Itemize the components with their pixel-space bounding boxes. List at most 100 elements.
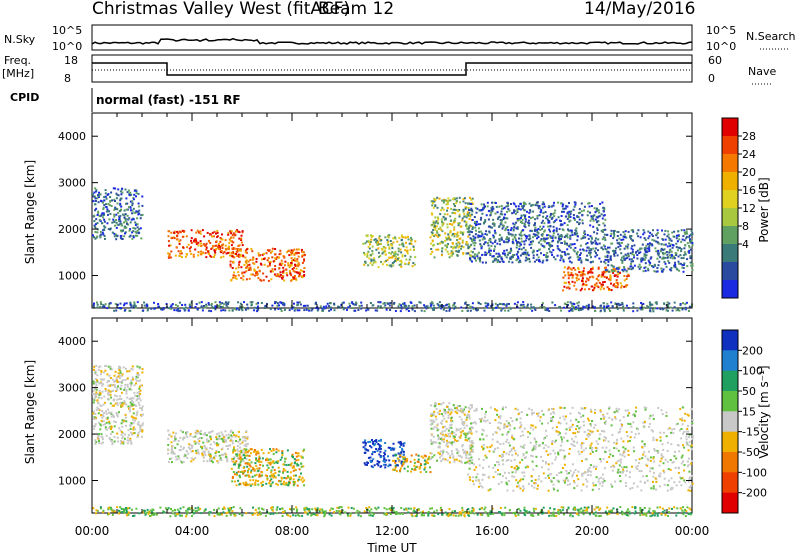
data-cell bbox=[190, 241, 193, 244]
data-cell bbox=[278, 253, 281, 256]
data-cell bbox=[588, 276, 591, 279]
data-cell bbox=[113, 415, 115, 418]
data-cell bbox=[625, 236, 628, 239]
data-cell bbox=[95, 388, 98, 391]
data-cell bbox=[520, 214, 523, 217]
data-cell bbox=[239, 458, 242, 461]
data-cell bbox=[491, 208, 494, 211]
data-cell bbox=[110, 205, 113, 207]
data-cell bbox=[583, 230, 586, 233]
data-cell bbox=[294, 474, 297, 477]
data-cell bbox=[549, 236, 552, 239]
data-cell bbox=[379, 301, 382, 304]
data-cell bbox=[385, 259, 388, 262]
data-cell bbox=[209, 241, 212, 244]
data-cell bbox=[105, 203, 108, 206]
data-cell bbox=[601, 273, 604, 276]
data-cell bbox=[279, 252, 282, 255]
data-cell bbox=[592, 225, 595, 228]
data-cell bbox=[581, 213, 584, 216]
data-cell bbox=[293, 466, 296, 469]
data-cell bbox=[135, 404, 138, 407]
data-cell bbox=[132, 403, 135, 406]
data-cell bbox=[99, 424, 102, 427]
data-cell bbox=[508, 209, 511, 212]
data-cell bbox=[119, 402, 122, 405]
data-cell bbox=[396, 253, 399, 256]
data-cell bbox=[591, 217, 594, 220]
data-cell bbox=[576, 250, 579, 253]
data-cell bbox=[389, 448, 392, 451]
data-cell bbox=[259, 475, 262, 478]
data-cell bbox=[383, 302, 386, 304]
data-cell bbox=[532, 203, 535, 206]
data-cell bbox=[127, 439, 130, 442]
data-cell bbox=[444, 217, 447, 220]
data-cell bbox=[257, 252, 260, 255]
data-cell bbox=[594, 247, 597, 250]
data-cell bbox=[424, 455, 427, 458]
data-cell bbox=[440, 218, 443, 221]
data-cell bbox=[595, 277, 598, 280]
data-cell bbox=[236, 454, 239, 457]
data-cell bbox=[177, 307, 179, 310]
data-cell bbox=[282, 468, 285, 470]
data-cell bbox=[589, 211, 591, 214]
data-cell bbox=[461, 241, 464, 244]
data-cell bbox=[566, 248, 569, 251]
data-cell bbox=[116, 415, 119, 418]
data-cell bbox=[527, 238, 530, 241]
data-cell bbox=[471, 461, 474, 464]
data-cell bbox=[577, 278, 580, 281]
data-cell bbox=[601, 271, 604, 274]
data-cell bbox=[366, 255, 369, 258]
data-cell bbox=[448, 308, 451, 311]
data-cell bbox=[221, 302, 224, 305]
data-cell bbox=[207, 453, 210, 456]
data-cell bbox=[616, 275, 619, 278]
data-cell bbox=[103, 196, 106, 199]
data-cell bbox=[579, 273, 582, 276]
data-cell bbox=[597, 267, 600, 270]
data-cell bbox=[253, 309, 256, 312]
data-cell bbox=[470, 225, 473, 228]
data-cell bbox=[250, 448, 253, 451]
data-cell bbox=[443, 429, 446, 432]
data-cell bbox=[510, 203, 512, 205]
data-cell bbox=[681, 308, 684, 311]
data-cell bbox=[93, 225, 96, 228]
data-cell bbox=[210, 247, 213, 250]
data-cell bbox=[468, 226, 471, 229]
data-cell bbox=[272, 452, 275, 455]
data-cell bbox=[94, 442, 97, 445]
data-cell bbox=[496, 242, 499, 245]
data-cell bbox=[562, 229, 565, 232]
data-cell bbox=[471, 240, 474, 242]
data-cell bbox=[462, 448, 464, 451]
data-cell bbox=[444, 425, 447, 428]
data-cell bbox=[446, 406, 449, 408]
data-cell bbox=[498, 255, 501, 258]
data-cell bbox=[250, 304, 253, 307]
data-cell bbox=[130, 415, 133, 418]
data-cell bbox=[659, 250, 662, 253]
data-cell bbox=[511, 234, 514, 237]
data-cell bbox=[104, 189, 107, 192]
data-cell bbox=[107, 213, 109, 216]
data-cell bbox=[375, 440, 378, 443]
data-cell bbox=[93, 224, 96, 227]
data-cell bbox=[298, 301, 301, 304]
data-cell bbox=[689, 255, 692, 258]
data-cell bbox=[689, 241, 692, 244]
data-cell bbox=[435, 418, 438, 421]
data-cell bbox=[248, 459, 251, 461]
data-cell bbox=[682, 267, 685, 269]
data-cell bbox=[648, 248, 651, 251]
data-cell bbox=[529, 229, 532, 232]
data-cell bbox=[237, 450, 240, 453]
data-cell bbox=[230, 244, 233, 247]
data-cell bbox=[487, 465, 490, 468]
data-cell bbox=[562, 258, 565, 261]
data-cell bbox=[244, 439, 247, 442]
data-cell bbox=[178, 449, 181, 452]
